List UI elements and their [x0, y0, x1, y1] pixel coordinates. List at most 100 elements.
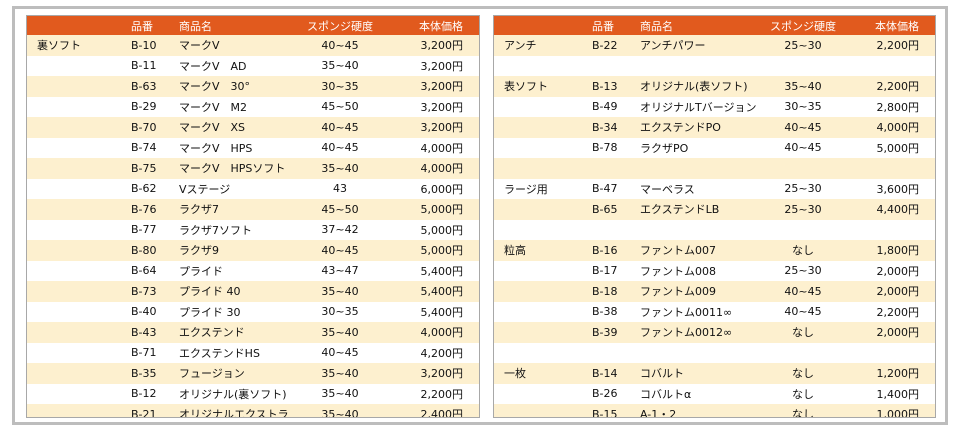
cell-sponge — [756, 55, 850, 76]
cell-number: B-16 — [590, 240, 638, 261]
cell-name: プライド 40 — [177, 281, 289, 302]
cell-sponge: 35~40 — [289, 363, 391, 384]
cell-name — [638, 55, 756, 76]
cell-category — [494, 322, 590, 343]
cell-category — [494, 260, 590, 281]
header-number: 品番 — [590, 16, 638, 35]
cell-category — [27, 158, 129, 179]
cell-sponge: 25~30 — [756, 178, 850, 199]
cell-price — [850, 342, 935, 363]
cell-number: B-49 — [590, 96, 638, 117]
table-header-row: 品番 商品名 スポンジ硬度 本体価格 — [27, 16, 479, 35]
cell-price: 3,200円 — [391, 363, 479, 384]
cell-price: 5,000円 — [391, 219, 479, 240]
cell-price: 2,200円 — [850, 35, 935, 56]
cell-name: ファントム007 — [638, 240, 756, 261]
cell-number: B-35 — [129, 363, 177, 384]
cell-price: 5,000円 — [391, 240, 479, 261]
header-sponge: スポンジ硬度 — [756, 16, 850, 35]
cell-sponge: 40~45 — [289, 240, 391, 261]
cell-price: 4,000円 — [391, 137, 479, 158]
cell-number: B-73 — [129, 281, 177, 302]
cell-number: B-10 — [129, 35, 177, 56]
header-category — [27, 16, 129, 35]
cell-sponge: なし — [756, 240, 850, 261]
cell-category — [494, 158, 590, 179]
cell-number: B-39 — [590, 322, 638, 343]
cell-name: エクステンドHS — [177, 342, 289, 363]
cell-sponge: 25~30 — [756, 260, 850, 281]
table-row: 一枚 B-14 コバルト なし 1,200円 — [494, 363, 935, 384]
cell-category — [494, 301, 590, 322]
right-price-table: 品番 商品名 スポンジ硬度 本体価格 アンチ B-22 アンチパワー 25~30 2,2… — [494, 16, 935, 417]
cell-category — [494, 342, 590, 363]
cell-number: B-26 — [590, 383, 638, 404]
cell-name: ラクザ9 — [177, 240, 289, 261]
cell-category — [494, 117, 590, 138]
cell-sponge: 40~45 — [756, 281, 850, 302]
cell-number: B-80 — [129, 240, 177, 261]
cell-number: B-75 — [129, 158, 177, 179]
cell-name: マーベラス — [638, 178, 756, 199]
cell-number — [590, 55, 638, 76]
cell-sponge: 37~42 — [289, 219, 391, 240]
table-row: B-21 オリジナルエクストラ 35~40 2,400円 — [27, 404, 479, 417]
cell-price: 1,800円 — [850, 240, 935, 261]
cell-number: B-18 — [590, 281, 638, 302]
cell-number: B-34 — [590, 117, 638, 138]
cell-price: 6,000円 — [391, 178, 479, 199]
cell-sponge: なし — [756, 383, 850, 404]
table-header-row: 品番 商品名 スポンジ硬度 本体価格 — [494, 16, 935, 35]
cell-name: A-1・2 — [638, 404, 756, 417]
cell-price: 5,000円 — [850, 137, 935, 158]
cell-price: 5,400円 — [391, 260, 479, 281]
cell-category — [27, 96, 129, 117]
cell-name: プライド 30 — [177, 301, 289, 322]
table-row: B-29 マークV M2 45~50 3,200円 — [27, 96, 479, 117]
cell-price: 2,000円 — [850, 281, 935, 302]
table-row: B-38 ファントム0011∞ 40~45 2,200円 — [494, 301, 935, 322]
table-row: B-63 マークV 30° 30~35 3,200円 — [27, 76, 479, 97]
cell-sponge: 25~30 — [756, 35, 850, 56]
cell-number: B-47 — [590, 178, 638, 199]
cell-sponge: 35~40 — [289, 404, 391, 417]
cell-name — [638, 219, 756, 240]
cell-price: 2,200円 — [391, 383, 479, 404]
cell-category — [494, 96, 590, 117]
cell-name: マークV 30° — [177, 76, 289, 97]
cell-number: B-77 — [129, 219, 177, 240]
cell-sponge: 40~45 — [756, 117, 850, 138]
header-price: 本体価格 — [391, 16, 479, 35]
cell-price: 1,200円 — [850, 363, 935, 384]
table-row — [494, 219, 935, 240]
cell-price: 3,200円 — [391, 117, 479, 138]
cell-category: 表ソフト — [494, 76, 590, 97]
cell-number — [590, 158, 638, 179]
cell-category — [27, 117, 129, 138]
cell-sponge: なし — [756, 363, 850, 384]
cell-number: B-29 — [129, 96, 177, 117]
table-row — [494, 158, 935, 179]
left-price-table: 品番 商品名 スポンジ硬度 本体価格 裏ソフト B-10 マークV 40~45 3,20… — [27, 16, 479, 417]
cell-category — [27, 322, 129, 343]
cell-number: B-74 — [129, 137, 177, 158]
cell-sponge: 25~30 — [756, 199, 850, 220]
cell-name — [638, 342, 756, 363]
cell-name: エクステンドPO — [638, 117, 756, 138]
table-row: B-70 マークV XS 40~45 3,200円 — [27, 117, 479, 138]
table-row: B-62 Vステージ 43 6,000円 — [27, 178, 479, 199]
cell-number: B-17 — [590, 260, 638, 281]
table-row: B-17 ファントム008 25~30 2,000円 — [494, 260, 935, 281]
cell-name: マークV — [177, 35, 289, 56]
cell-price: 3,200円 — [391, 35, 479, 56]
cell-price: 3,600円 — [850, 178, 935, 199]
left-table-body: 裏ソフト B-10 マークV 40~45 3,200円 B-11 マークV AD 35~40 3… — [27, 35, 479, 417]
cell-sponge: 30~35 — [289, 301, 391, 322]
table-row: アンチ B-22 アンチパワー 25~30 2,200円 — [494, 35, 935, 56]
cell-name: ファントム0012∞ — [638, 322, 756, 343]
cell-number: B-76 — [129, 199, 177, 220]
cell-category — [27, 260, 129, 281]
cell-name: フュージョン — [177, 363, 289, 384]
cell-price: 2,200円 — [850, 301, 935, 322]
cell-sponge: 30~35 — [289, 76, 391, 97]
